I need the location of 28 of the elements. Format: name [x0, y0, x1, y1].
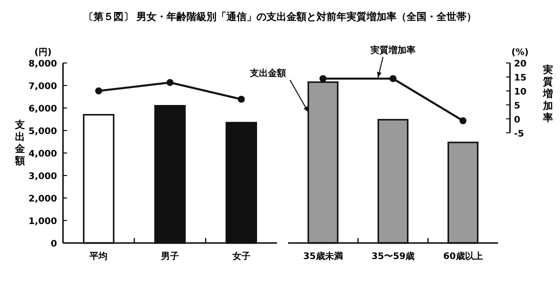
y-tick-label: 1,000	[28, 217, 57, 227]
y-axis-title: 支出金額	[14, 119, 26, 167]
y-tick-label: 3,000	[28, 172, 57, 182]
y2-tick-label: 15	[514, 73, 527, 84]
y2-tick-label: 5	[514, 101, 520, 112]
y-tick-label: 4,000	[28, 150, 57, 160]
y-tick-label: 8,000	[28, 60, 57, 70]
x-tick-label: 男子	[160, 251, 179, 262]
text: (%)	[511, 48, 529, 58]
y-tick-label: 2,000	[28, 194, 57, 204]
x-tick-label: 35〜59歳	[371, 251, 415, 262]
x-tick-label: 60歳以上	[443, 251, 483, 262]
annotation: 支出金額	[249, 68, 286, 79]
text: 実質増加率	[542, 64, 553, 124]
y-tick-label: 7,000	[28, 82, 57, 92]
chart-title: 〔第５図〕 男女・年齢階級別「通信」の支出金額と対前年実質増加率（全国・全世帯）	[83, 11, 477, 23]
x-tick-label: 女子	[231, 251, 250, 262]
y2-tick-label: 0	[514, 115, 520, 126]
y-tick-label: 6,000	[28, 104, 57, 114]
y2-tick-label: -5	[514, 129, 524, 140]
y2-tick-label: 10	[514, 87, 527, 98]
y-tick-label: 0	[50, 240, 57, 250]
x-tick-label: 35歳未満	[303, 251, 343, 262]
y2-axis-title: 実質増加率	[370, 44, 416, 56]
y2-tick-label: 20	[514, 60, 527, 70]
text: (円)	[34, 47, 52, 58]
y-tick-label: 5,000	[28, 127, 57, 137]
x-tick-label: 平均	[88, 251, 108, 262]
